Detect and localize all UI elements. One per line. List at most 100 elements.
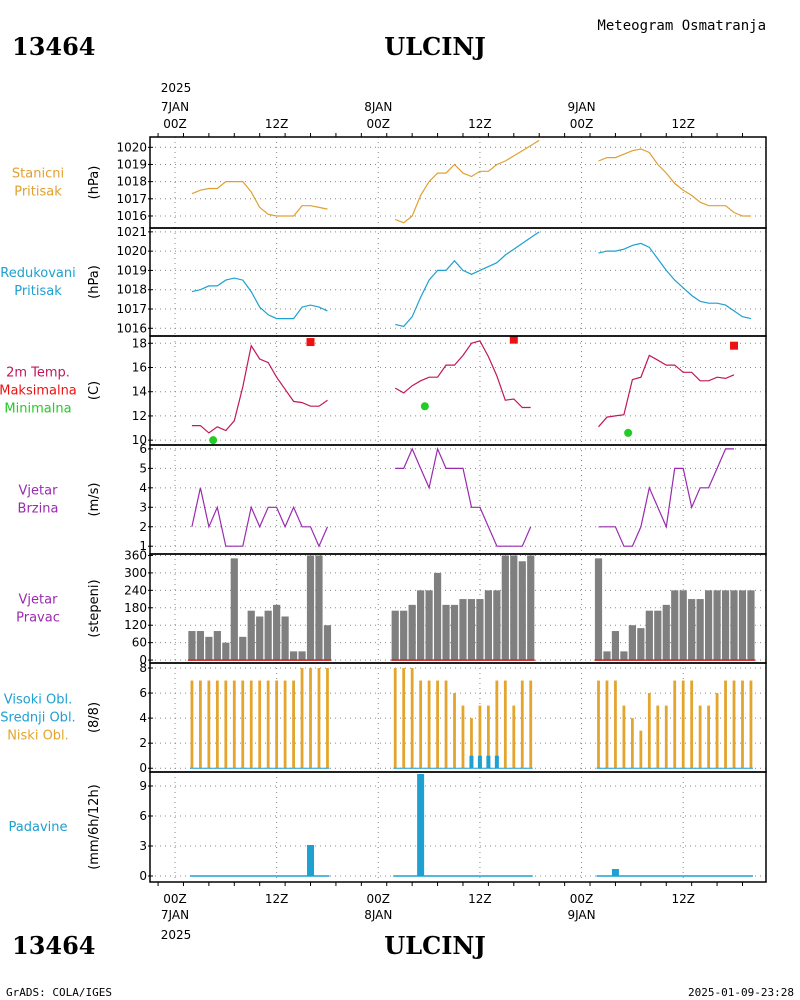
y-tick-label-wind_direction: 300 <box>124 566 147 580</box>
y-tick-label-reduced_pressure: 1017 <box>116 302 147 316</box>
station-id-top: 13464 <box>12 32 96 61</box>
mid-cloud-bar <box>494 755 499 769</box>
direction-bar <box>289 651 298 661</box>
direction-bar <box>603 651 611 661</box>
y-tick-label-reduced_pressure: 1021 <box>116 225 147 239</box>
direction-bar <box>467 599 476 661</box>
y-tick-label-precipitation: 6 <box>139 809 147 823</box>
panel-frame-reduced_pressure <box>149 227 767 337</box>
low-cloud-bar <box>215 680 219 769</box>
low-cloud-bar <box>630 718 634 769</box>
low-cloud-bar <box>520 680 524 769</box>
low-cloud-bar <box>258 680 262 769</box>
y-tick-label-clouds: 4 <box>139 711 147 725</box>
time-label-bottom: 7JAN <box>161 908 189 922</box>
max-temp-marker <box>730 341 739 350</box>
low-cloud-bar <box>614 680 617 769</box>
min-temp-marker <box>209 436 218 445</box>
direction-bar <box>654 610 662 661</box>
direction-bar <box>213 631 221 661</box>
direction-bar <box>594 558 603 661</box>
station-id-bottom: 13464 <box>12 931 96 960</box>
direction-bar <box>306 555 315 661</box>
y-tick-label-clouds: 2 <box>139 736 147 750</box>
direction-bar <box>391 610 399 661</box>
low-cloud-bar <box>410 668 414 769</box>
bottom-year-label: 2025 <box>161 928 192 942</box>
y-tick-label-wind_speed: 1 <box>139 539 147 553</box>
low-cloud-bar <box>647 693 651 769</box>
direction-bar <box>611 631 620 661</box>
direction-bar <box>408 604 416 661</box>
y-tick-label-reduced_pressure: 1019 <box>116 263 147 277</box>
time-label-bottom: 12Z <box>265 892 289 906</box>
unit-label-station_pressure: (hPa) <box>87 166 102 200</box>
direction-bar <box>247 610 255 661</box>
mid-cloud-bar <box>469 755 474 769</box>
low-cloud-bar <box>529 680 533 769</box>
min-temp-marker <box>420 402 429 411</box>
direction-bar <box>705 590 713 661</box>
direction-bar <box>730 590 738 661</box>
direction-bar <box>230 558 238 661</box>
panel-label-temperature: 2m Temp. <box>6 366 70 381</box>
y-tick-label-temperature: 12 <box>132 409 147 423</box>
y-tick-label-precipitation: 9 <box>139 779 147 793</box>
direction-bar <box>518 561 526 661</box>
low-cloud-bar <box>656 705 660 769</box>
low-cloud-bar <box>597 680 600 769</box>
time-label-bottom: 8JAN <box>364 908 392 922</box>
low-cloud-bar <box>292 680 295 769</box>
y-tick-label-wind_direction: 360 <box>124 548 147 562</box>
direction-bar <box>721 590 730 661</box>
low-cloud-bar <box>486 705 490 769</box>
low-cloud-bar <box>715 693 719 769</box>
time-label-top: 8JAN <box>364 100 392 114</box>
direction-bar <box>281 616 289 661</box>
data-layer <box>187 139 755 877</box>
low-cloud-bar <box>436 680 439 769</box>
low-cloud-bar <box>622 705 626 769</box>
y-tick-label-station_pressure: 1016 <box>116 209 147 223</box>
y-tick-label-reduced_pressure: 1016 <box>116 321 147 335</box>
unit-label-precipitation: (mm/6h/12h) <box>87 784 102 870</box>
low-cloud-bar <box>317 668 321 769</box>
low-cloud-bar <box>664 705 668 769</box>
grid-layer <box>150 137 766 882</box>
min-temp-marker <box>624 428 633 437</box>
time-label-top: 7JAN <box>161 100 189 114</box>
direction-bar <box>476 599 484 661</box>
direction-bar <box>323 625 332 661</box>
unit-label-temperature: (C) <box>87 381 102 400</box>
mid-cloud-bar <box>486 755 491 769</box>
series-line-reduced_pressure <box>598 242 752 320</box>
low-cloud-bar <box>309 668 312 769</box>
time-label-top: 12Z <box>671 117 695 131</box>
y-tick-label-precipitation: 0 <box>139 869 147 883</box>
time-label-bottom: 9JAN <box>567 908 595 922</box>
low-cloud-bar <box>275 680 279 769</box>
direction-bar <box>196 631 205 661</box>
mid-cloud-bar <box>477 755 482 769</box>
direction-bar <box>450 604 459 661</box>
direction-bar <box>510 555 518 661</box>
low-cloud-bar <box>690 680 694 769</box>
low-cloud-bar <box>673 680 677 769</box>
series-line-wind_speed <box>395 446 532 547</box>
y-tick-label-temperature: 10 <box>132 433 147 447</box>
y-tick-label-wind_direction: 180 <box>124 601 147 615</box>
low-cloud-bar <box>326 668 329 769</box>
low-cloud-bar <box>283 680 287 769</box>
series-line-wind_speed <box>191 487 329 548</box>
direction-bar <box>273 604 281 661</box>
panel-label-temperature: Minimalna <box>4 402 71 417</box>
low-cloud-bar <box>241 680 245 769</box>
panel-label-reduced_pressure: Pritisak <box>14 284 62 299</box>
y-tick-label-temperature: 14 <box>132 385 147 399</box>
y-tick-label-station_pressure: 1018 <box>116 175 147 189</box>
direction-bar <box>417 590 425 661</box>
y-tick-label-station_pressure: 1020 <box>116 140 147 154</box>
low-cloud-bar <box>495 680 499 769</box>
time-label-top: 12Z <box>468 117 492 131</box>
max-temp-marker <box>509 335 518 344</box>
